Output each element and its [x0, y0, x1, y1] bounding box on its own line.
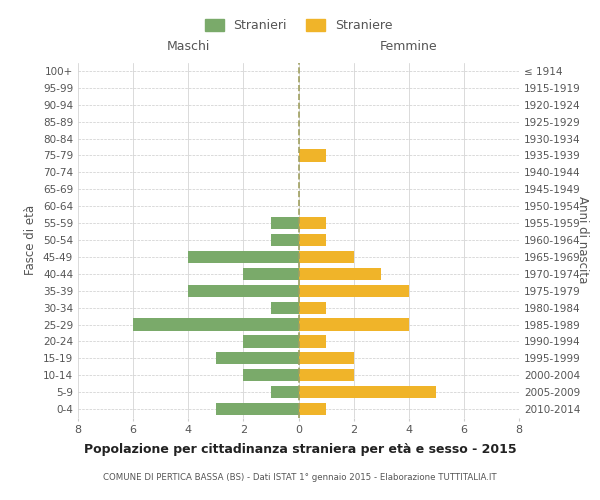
- Text: COMUNE DI PERTICA BASSA (BS) - Dati ISTAT 1° gennaio 2015 - Elaborazione TUTTITA: COMUNE DI PERTICA BASSA (BS) - Dati ISTA…: [103, 472, 497, 482]
- Bar: [299, 284, 409, 297]
- Text: Maschi: Maschi: [167, 40, 210, 53]
- Text: Popolazione per cittadinanza straniera per età e sesso - 2015: Popolazione per cittadinanza straniera p…: [83, 442, 517, 456]
- Bar: [244, 336, 299, 347]
- Bar: [188, 284, 299, 297]
- Bar: [299, 251, 353, 263]
- Bar: [271, 386, 299, 398]
- Bar: [244, 268, 299, 280]
- Legend: Stranieri, Straniere: Stranieri, Straniere: [201, 16, 396, 36]
- Bar: [299, 234, 326, 246]
- Bar: [299, 403, 326, 415]
- Bar: [271, 302, 299, 314]
- Bar: [299, 217, 326, 229]
- Bar: [299, 352, 353, 364]
- Bar: [188, 251, 299, 263]
- Bar: [133, 318, 299, 330]
- Bar: [299, 369, 353, 382]
- Bar: [299, 336, 326, 347]
- Bar: [244, 369, 299, 382]
- Bar: [299, 386, 436, 398]
- Bar: [216, 403, 299, 415]
- Y-axis label: Anni di nascita: Anni di nascita: [576, 196, 589, 284]
- Text: Femmine: Femmine: [380, 40, 437, 53]
- Bar: [299, 268, 381, 280]
- Bar: [299, 302, 326, 314]
- Bar: [216, 352, 299, 364]
- Bar: [299, 318, 409, 330]
- Bar: [299, 150, 326, 162]
- Bar: [271, 234, 299, 246]
- Y-axis label: Fasce di età: Fasce di età: [25, 205, 37, 275]
- Bar: [271, 217, 299, 229]
